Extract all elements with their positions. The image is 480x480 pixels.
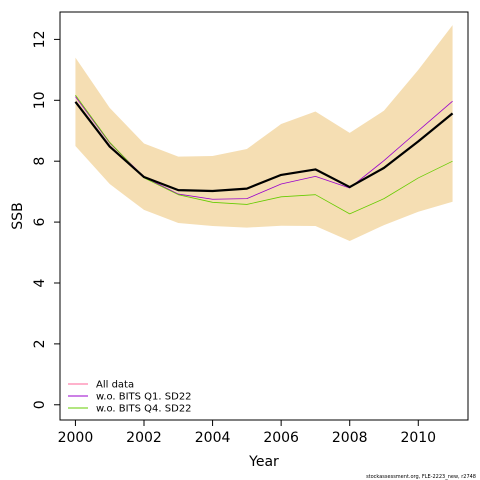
y-tick-label: 12 <box>32 30 48 48</box>
x-tick-label: 2000 <box>58 430 94 446</box>
x-tick-label: 2010 <box>400 430 436 446</box>
legend-label-w-o-bits-q1-sd22: w.o. BITS Q1. SD22 <box>96 392 192 403</box>
y-axis: 0 2 4 6 8 10 12 <box>32 30 61 409</box>
series-layer <box>74 94 454 215</box>
x-tick-label: 2008 <box>332 430 368 446</box>
legend-label-all-data: All data <box>96 380 134 391</box>
x-tick-label: 2006 <box>263 430 299 446</box>
x-tick-label: 2002 <box>126 430 162 446</box>
y-tick-label: 0 <box>32 400 48 409</box>
y-axis-title: SSB <box>10 202 26 229</box>
series-line-all-data <box>74 101 454 193</box>
y-tick-label: 2 <box>32 339 48 348</box>
y-tick-label: 8 <box>32 157 48 166</box>
x-axis-title: Year <box>248 454 279 470</box>
footer-note: stockassessment.org, FLE-2223_new, r2748 <box>366 474 476 480</box>
y-tick-label: 4 <box>32 278 48 287</box>
confidence-band-layer <box>75 25 453 241</box>
y-tick-label: 10 <box>32 91 48 109</box>
legend-label-w-o-bits-q4-sd22: w.o. BITS Q4. SD22 <box>96 404 192 415</box>
y-tick-label: 6 <box>32 218 48 227</box>
x-tick-label: 2004 <box>195 430 231 446</box>
x-axis: 2000 2002 2004 2006 2008 2010 <box>58 419 436 446</box>
confidence-band <box>75 25 453 241</box>
